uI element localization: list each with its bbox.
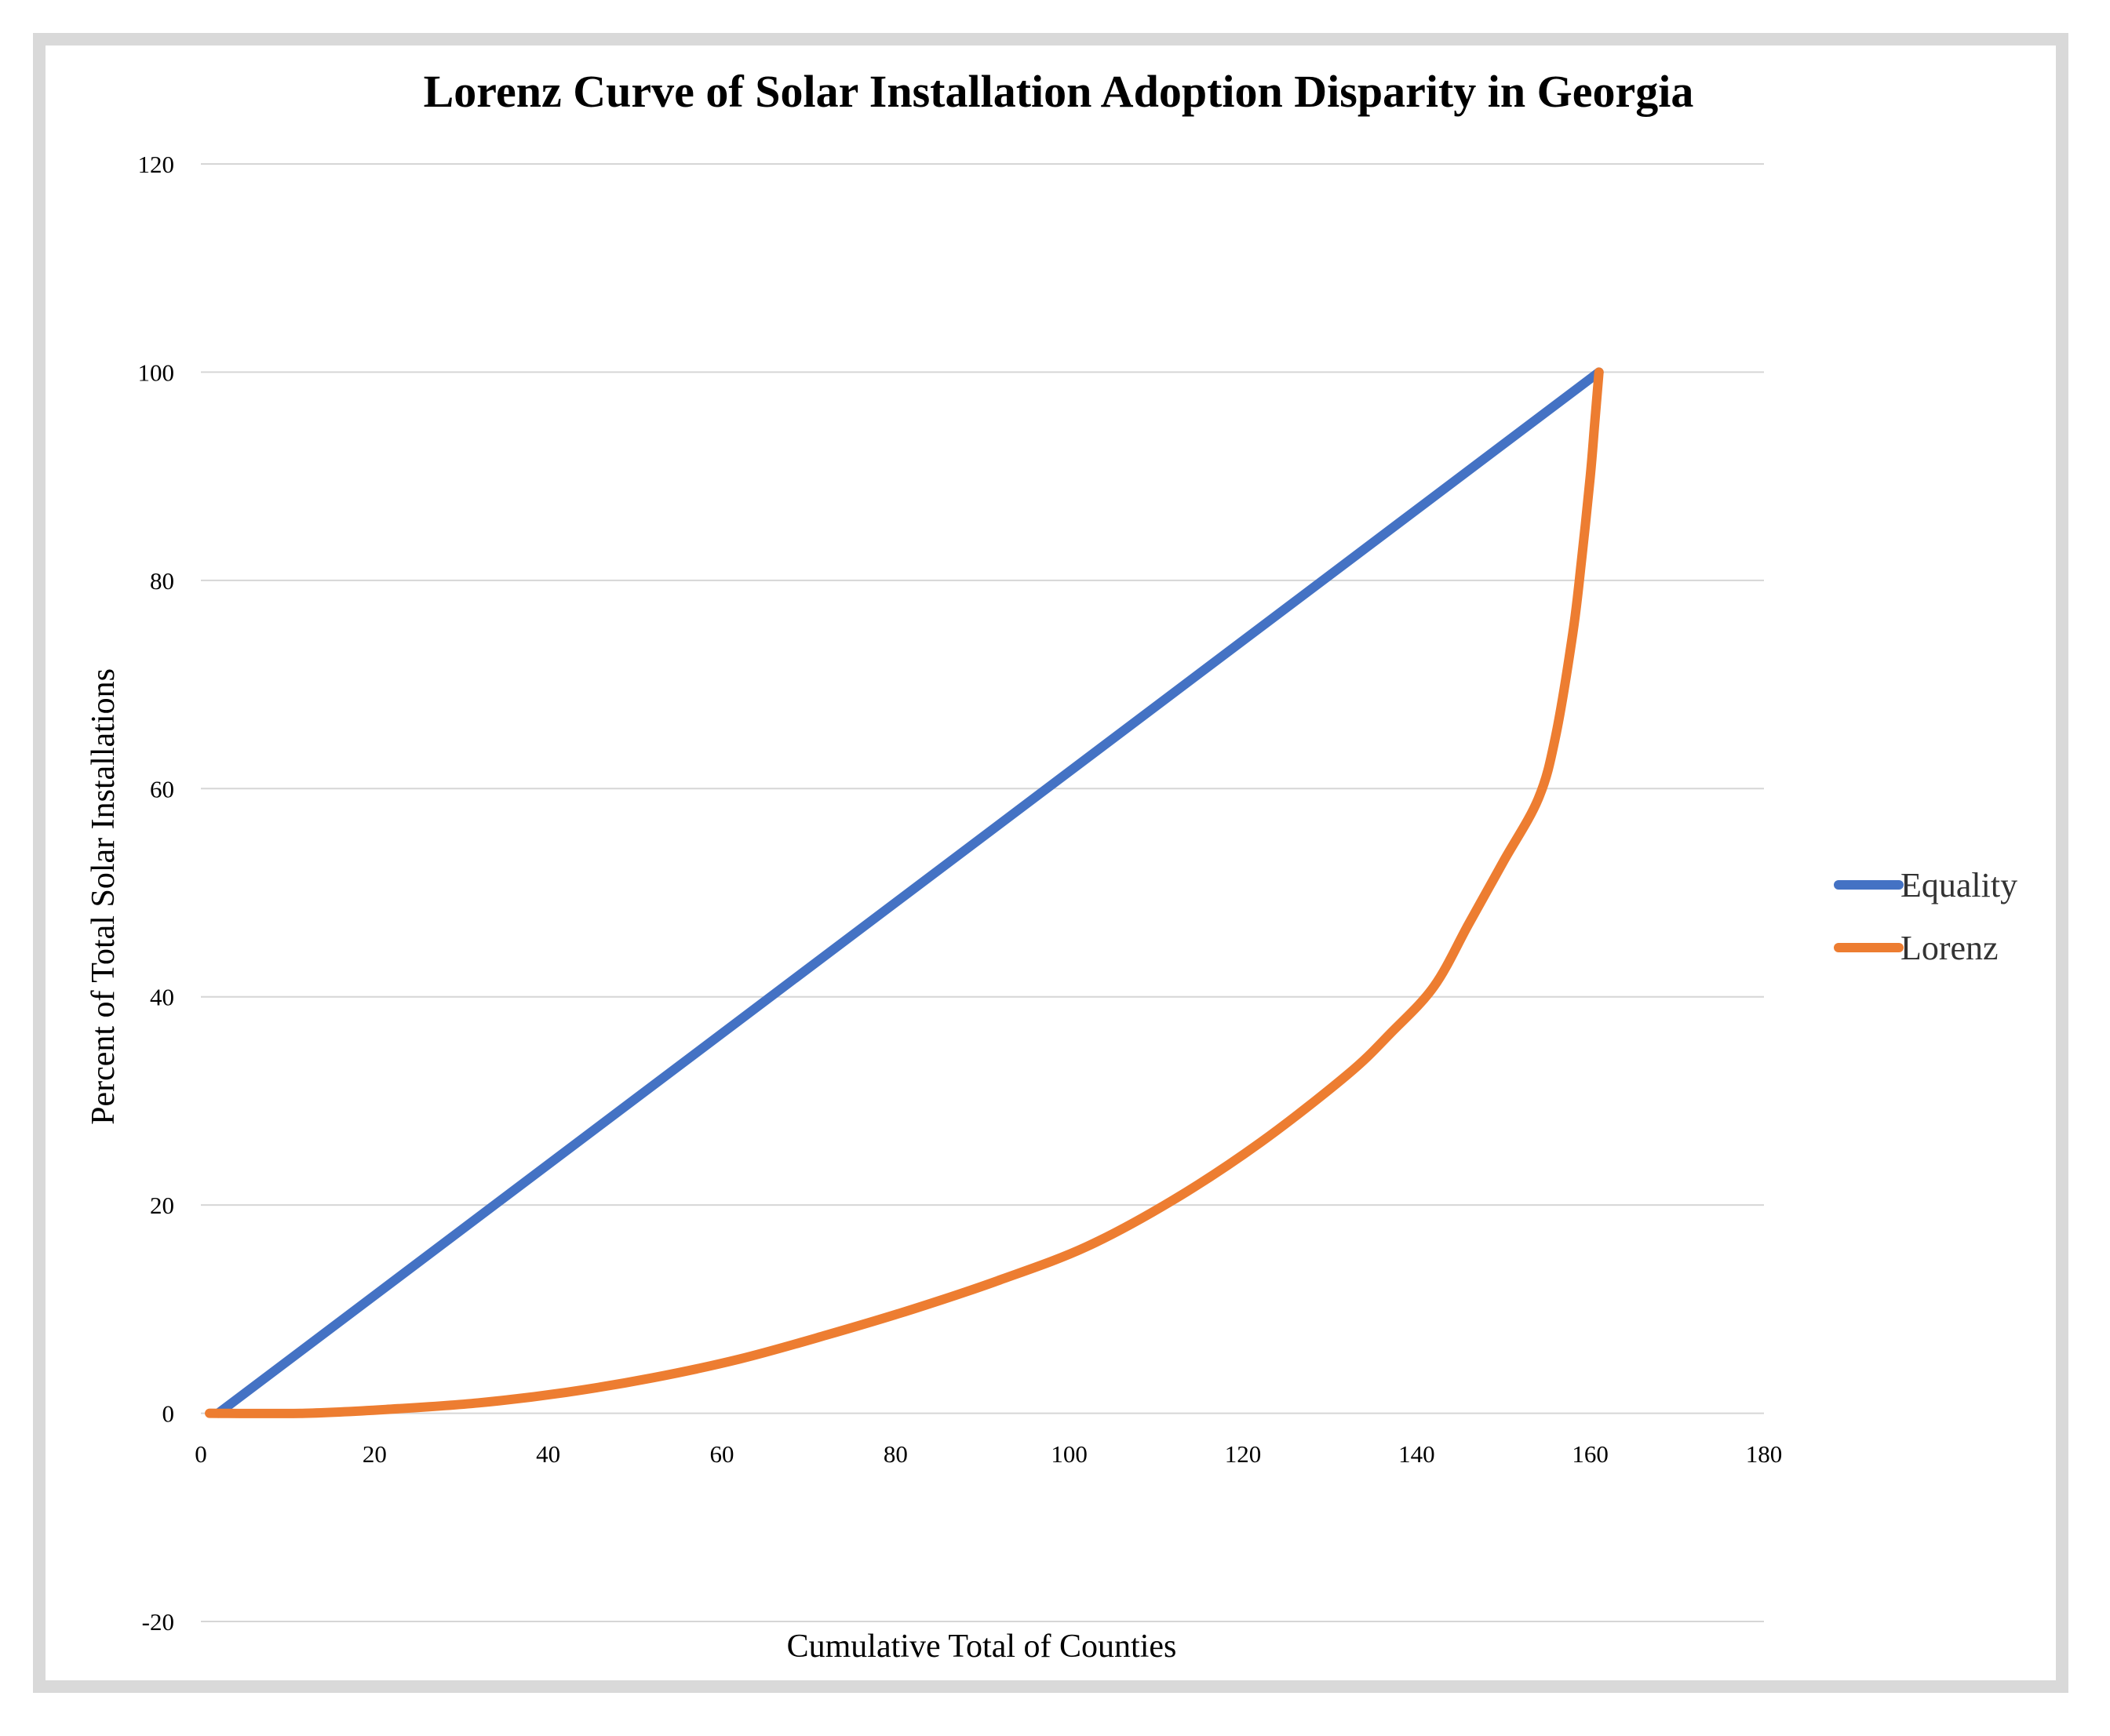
- x-tick-label: 120: [1225, 1440, 1262, 1468]
- series-lines: [205, 367, 1604, 1418]
- x-tick-label: 60: [710, 1440, 734, 1468]
- y-axis-ticks: -20 0 20 40 60 80 100 120: [138, 151, 175, 1636]
- y-axis-label: Percent of Total Solar Installations: [86, 668, 122, 1125]
- gridlines: [201, 163, 1764, 1622]
- series-line-lorenz: [205, 367, 1604, 1418]
- legend-label-equality: Equality: [1900, 866, 2017, 904]
- y-tick-label: 80: [150, 567, 174, 595]
- y-tick-label: -20: [142, 1608, 174, 1636]
- y-tick-label: 60: [150, 775, 174, 802]
- legend-label-lorenz: Lorenz: [1900, 929, 1999, 967]
- y-tick-label: 100: [138, 358, 175, 386]
- y-tick-label: 120: [138, 151, 175, 178]
- y-tick-label: 20: [150, 1192, 174, 1219]
- x-axis-ticks: 0 20 40 60 80 100 120 140 160 180: [195, 1440, 1782, 1468]
- x-tick-label: 20: [363, 1440, 387, 1468]
- x-tick-label: 0: [195, 1440, 207, 1468]
- x-tick-label: 40: [536, 1440, 560, 1468]
- legend: Equality Lorenz: [1834, 866, 2017, 967]
- x-axis-label: Cumulative Total of Counties: [787, 1629, 1177, 1665]
- x-tick-label: 80: [884, 1440, 908, 1468]
- x-tick-label: 160: [1572, 1440, 1609, 1468]
- chart-title: Lorenz Curve of Solar Installation Adopt…: [424, 66, 1694, 117]
- x-tick-label: 100: [1051, 1440, 1088, 1468]
- x-tick-label: 140: [1398, 1440, 1435, 1468]
- y-tick-label: 40: [150, 984, 174, 1011]
- chart-frame: [33, 33, 2068, 1693]
- x-tick-label: 180: [1746, 1440, 1783, 1468]
- series-line-equality: [213, 367, 1604, 1418]
- y-tick-label: 0: [162, 1400, 175, 1428]
